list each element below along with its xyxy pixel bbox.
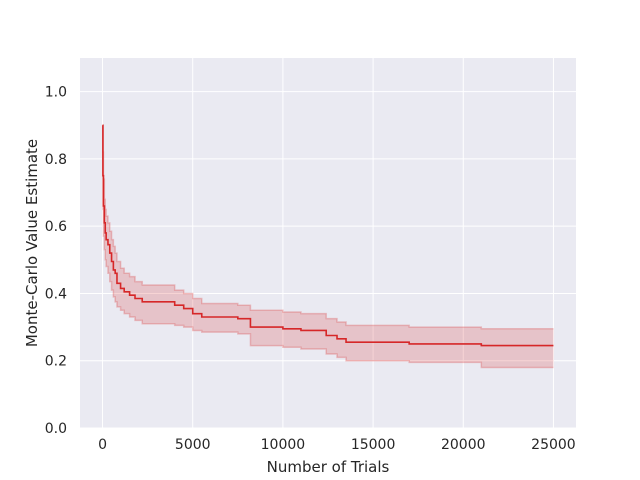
y-tick-label: 0.4 [45, 286, 67, 302]
x-grid [102, 58, 554, 428]
x-tick-label: 25000 [531, 437, 576, 453]
band-lower-edge [102, 124, 554, 369]
mean-estimate-line [102, 124, 554, 347]
x-tick-label: 20000 [441, 437, 486, 453]
y-axis-label: Monte-Carlo Value Estimate [23, 139, 41, 347]
x-tick-label: 10000 [261, 437, 306, 453]
plot-background [80, 58, 576, 428]
x-tick-label: 15000 [351, 437, 396, 453]
y-tick-labels: 0.0 0.2 0.4 0.6 0.8 1.0 [45, 85, 67, 437]
y-tick-label: 0.6 [45, 219, 67, 235]
y-tick-label: 0.8 [45, 152, 67, 168]
band-upper-edge [102, 124, 554, 330]
confidence-band [102, 125, 554, 368]
x-tick-label: 5000 [175, 437, 211, 453]
x-tick-labels: 0 5000 10000 15000 20000 25000 [98, 437, 576, 453]
y-grid [80, 91, 576, 429]
y-tick-label: 0.2 [45, 354, 67, 370]
x-tick-label: 0 [98, 437, 107, 453]
x-axis-label: Number of Trials [267, 458, 390, 476]
y-tick-label: 0.0 [45, 421, 67, 437]
y-tick-label: 1.0 [45, 85, 67, 101]
